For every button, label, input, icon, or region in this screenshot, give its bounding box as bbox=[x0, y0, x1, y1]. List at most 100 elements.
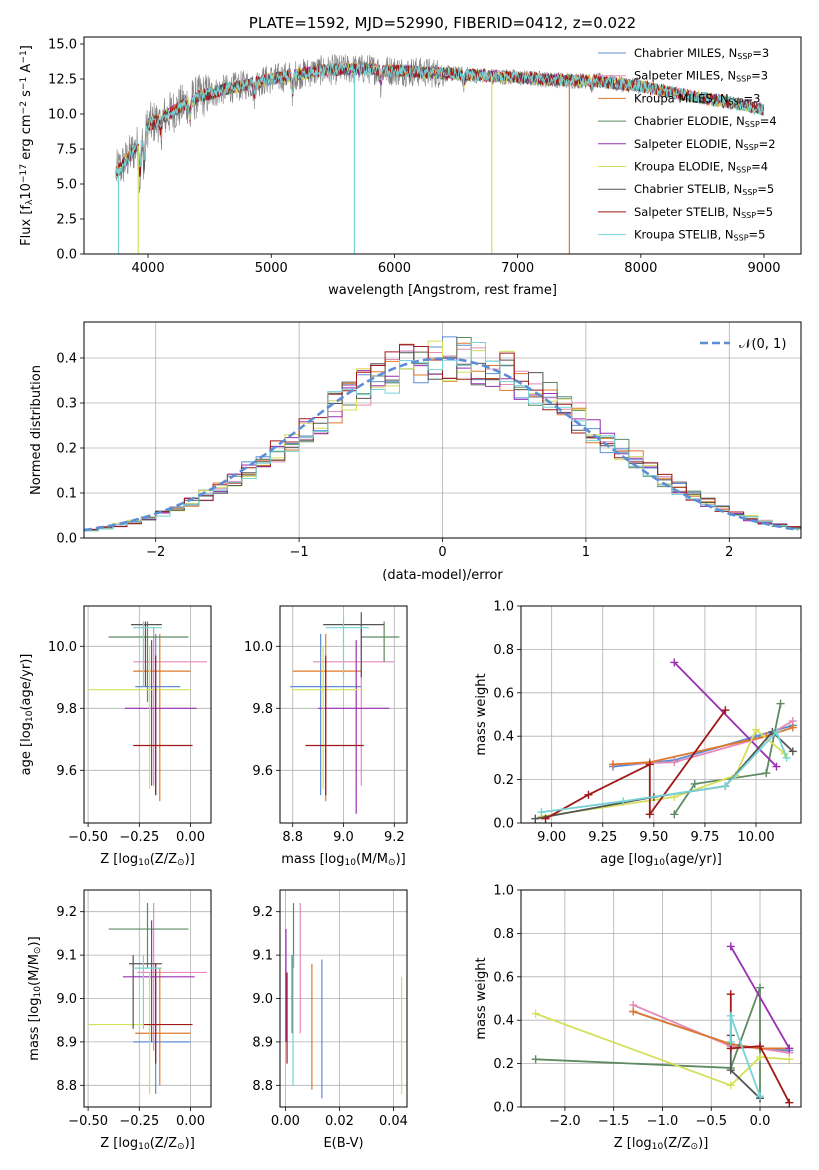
legend-label-main: Chabrier MILES, N bbox=[634, 46, 737, 60]
series-kroupa-elodie bbox=[541, 728, 786, 818]
y-tick-label: 0.0 bbox=[56, 248, 77, 263]
axes-frame bbox=[83, 605, 212, 824]
x-axis-label: E(B-V) bbox=[323, 1136, 363, 1151]
age_vs_Z-panel: −0.50 −0.25 0.009.69.810.0Z [log10(Z/Z⊙)]a… bbox=[19, 605, 212, 868]
legend-label-tail: =2 bbox=[759, 137, 776, 151]
chart-title: PLATE=1592, MJD=52990, FIBERID=0412, z=0… bbox=[249, 14, 636, 32]
y-tick-label: 9.8 bbox=[252, 702, 273, 717]
label-part: age [log bbox=[19, 722, 34, 775]
legend-label-sub: SSP bbox=[729, 97, 744, 106]
y-tick-label: 7.5 bbox=[56, 143, 77, 158]
label-part: 10 bbox=[25, 710, 35, 722]
residuals-panel: −2 −1 0 1 2 0.0 0.1 0.2 0.3 0.4 (data-model)/error… bbox=[29, 321, 802, 583]
legend-label-tail: =5 bbox=[756, 205, 773, 219]
legend-label: Kroupa MILES, NSSP=3 bbox=[634, 91, 760, 106]
y-tick-label: 0.0 bbox=[56, 532, 77, 547]
x-axis-label: (data-model)/error bbox=[382, 568, 503, 583]
label-part: (M/M bbox=[27, 954, 42, 986]
x-axis-label: mass [log10(M/M⊙)] bbox=[281, 852, 405, 868]
plot-area bbox=[285, 903, 403, 1099]
label-part: −17 bbox=[19, 164, 29, 183]
legend-label-tail: =3 bbox=[744, 91, 761, 105]
age_vs_mass-panel: 8.8 9.0 9.2 9.6 9.8 10.0 mass [log10(M/M⊙)] bbox=[244, 605, 408, 868]
plot-area bbox=[88, 621, 207, 802]
series-chabrier-elodie bbox=[673, 703, 782, 815]
label-part: age [log bbox=[600, 852, 653, 867]
label-part: −2 bbox=[19, 101, 29, 114]
label-part: 10 bbox=[652, 1142, 664, 1152]
weight_vs_age-panel: 9.00 9.25 9.50 9.75 10.00 0.0 0.2 0.4 0.6 0.8 1.0 a… bbox=[474, 600, 802, 868]
x-tick-label: 8.8 bbox=[282, 830, 303, 845]
x-tick-label: −2 bbox=[146, 545, 165, 560]
legend-label-sub: SSP bbox=[737, 52, 752, 61]
y-tick-label: 10.0 bbox=[244, 640, 273, 655]
legend-label-sub: SSP bbox=[736, 74, 751, 83]
legend-label-tail: =3 bbox=[751, 69, 768, 83]
x-axis-label: wavelength [Angstrom, rest frame] bbox=[328, 283, 557, 298]
legend-label-sub: SSP bbox=[745, 120, 760, 129]
label-part: Z [log bbox=[100, 1136, 138, 1151]
x-tick-label: 4000 bbox=[132, 261, 165, 276]
label-part: mass [log bbox=[27, 998, 42, 1061]
y-tick-label: 1.0 bbox=[493, 600, 514, 615]
plot-area bbox=[531, 658, 797, 823]
y-tick-label: 9.2 bbox=[252, 905, 273, 920]
y-tick-label: 9.6 bbox=[252, 764, 273, 779]
label-part: 10 bbox=[19, 183, 34, 200]
label-part: 10 bbox=[653, 858, 665, 868]
x-tick-label: 9.00 bbox=[537, 830, 566, 845]
legend-label-sub: SSP bbox=[742, 188, 757, 197]
label-part: ] bbox=[19, 45, 34, 50]
x-axis-label: Z [log10(Z/Z⊙)] bbox=[614, 1136, 709, 1152]
label-part: ⊙ bbox=[177, 1142, 185, 1152]
y-axis-label: Flux [fλ10−17 erg cm−2 s−1 A−1] bbox=[19, 45, 35, 246]
label-part: A bbox=[19, 64, 34, 77]
legend-label-main: Chabrier STELIB, N bbox=[634, 182, 742, 196]
legend-label: Kroupa ELODIE, NSSP=4 bbox=[634, 160, 768, 175]
legend-label-main: Kroupa ELODIE, N bbox=[634, 160, 736, 174]
label-part: )] bbox=[698, 1136, 708, 1151]
legend-label: 𝒩(0, 1) bbox=[739, 337, 786, 352]
y-tick-label: 0.8 bbox=[493, 643, 514, 658]
label-part: s bbox=[19, 90, 34, 101]
x-tick-label: −0.50 bbox=[68, 1114, 108, 1129]
y-tick-label: 0.1 bbox=[56, 487, 77, 502]
x-tick-label: 8000 bbox=[624, 261, 657, 276]
x-tick-label: −1.0 bbox=[647, 1114, 679, 1129]
x-axis-label: Z [log10(Z/Z⊙)] bbox=[100, 1136, 195, 1152]
y-tick-label: 9.6 bbox=[56, 764, 77, 779]
series-kroupa-miles bbox=[632, 1010, 790, 1050]
x-tick-label: 9.25 bbox=[588, 830, 617, 845]
legend-label-tail: =5 bbox=[757, 182, 774, 196]
plot-area bbox=[290, 612, 400, 814]
label-part: −1 bbox=[19, 50, 29, 63]
x-tick-label: 9.50 bbox=[639, 830, 668, 845]
x-tick-label: 7000 bbox=[501, 261, 534, 276]
plot-area bbox=[88, 903, 207, 1094]
x-axis-label: age [log10(age/yr)] bbox=[600, 852, 722, 868]
label-part: ⊙ bbox=[177, 858, 185, 868]
y-tick-label: 5.0 bbox=[56, 178, 77, 193]
legend-label-main: Kroupa STELIB, N bbox=[634, 228, 734, 242]
x-tick-label: −0.25 bbox=[119, 830, 159, 845]
y-tick-label: 0.8 bbox=[493, 927, 514, 942]
mass_vs_Z-panel: −0.50 −0.25 0.008.88.99.09.19.2Z [log10(Z/… bbox=[27, 889, 212, 1152]
y-tick-label: 0.2 bbox=[56, 442, 77, 457]
label-part: ⊙ bbox=[388, 858, 396, 868]
y-tick-label: 0.6 bbox=[493, 970, 514, 985]
x-tick-label: 9.2 bbox=[384, 830, 405, 845]
mass_vs_ebv-panel: 0.00 0.02 0.04 8.8 8.9 9.0 9.1 9.2 E(B-V) bbox=[252, 889, 408, 1151]
x-tick-label: 9.75 bbox=[690, 830, 719, 845]
y-tick-label: 9.1 bbox=[252, 949, 273, 964]
label-part: Z [log bbox=[100, 852, 138, 867]
series-chabrier-miles bbox=[612, 724, 794, 768]
label-part: erg cm bbox=[19, 114, 34, 163]
x-tick-label: 10.00 bbox=[737, 830, 774, 845]
label-part: mass [log bbox=[281, 852, 344, 867]
label-part: (Z/Z bbox=[663, 1136, 690, 1151]
legend-label-tail: =4 bbox=[760, 114, 777, 128]
label-part: ⊙ bbox=[691, 1142, 699, 1152]
x-tick-label: 9000 bbox=[747, 261, 780, 276]
label-part: Z [log bbox=[614, 1136, 652, 1151]
